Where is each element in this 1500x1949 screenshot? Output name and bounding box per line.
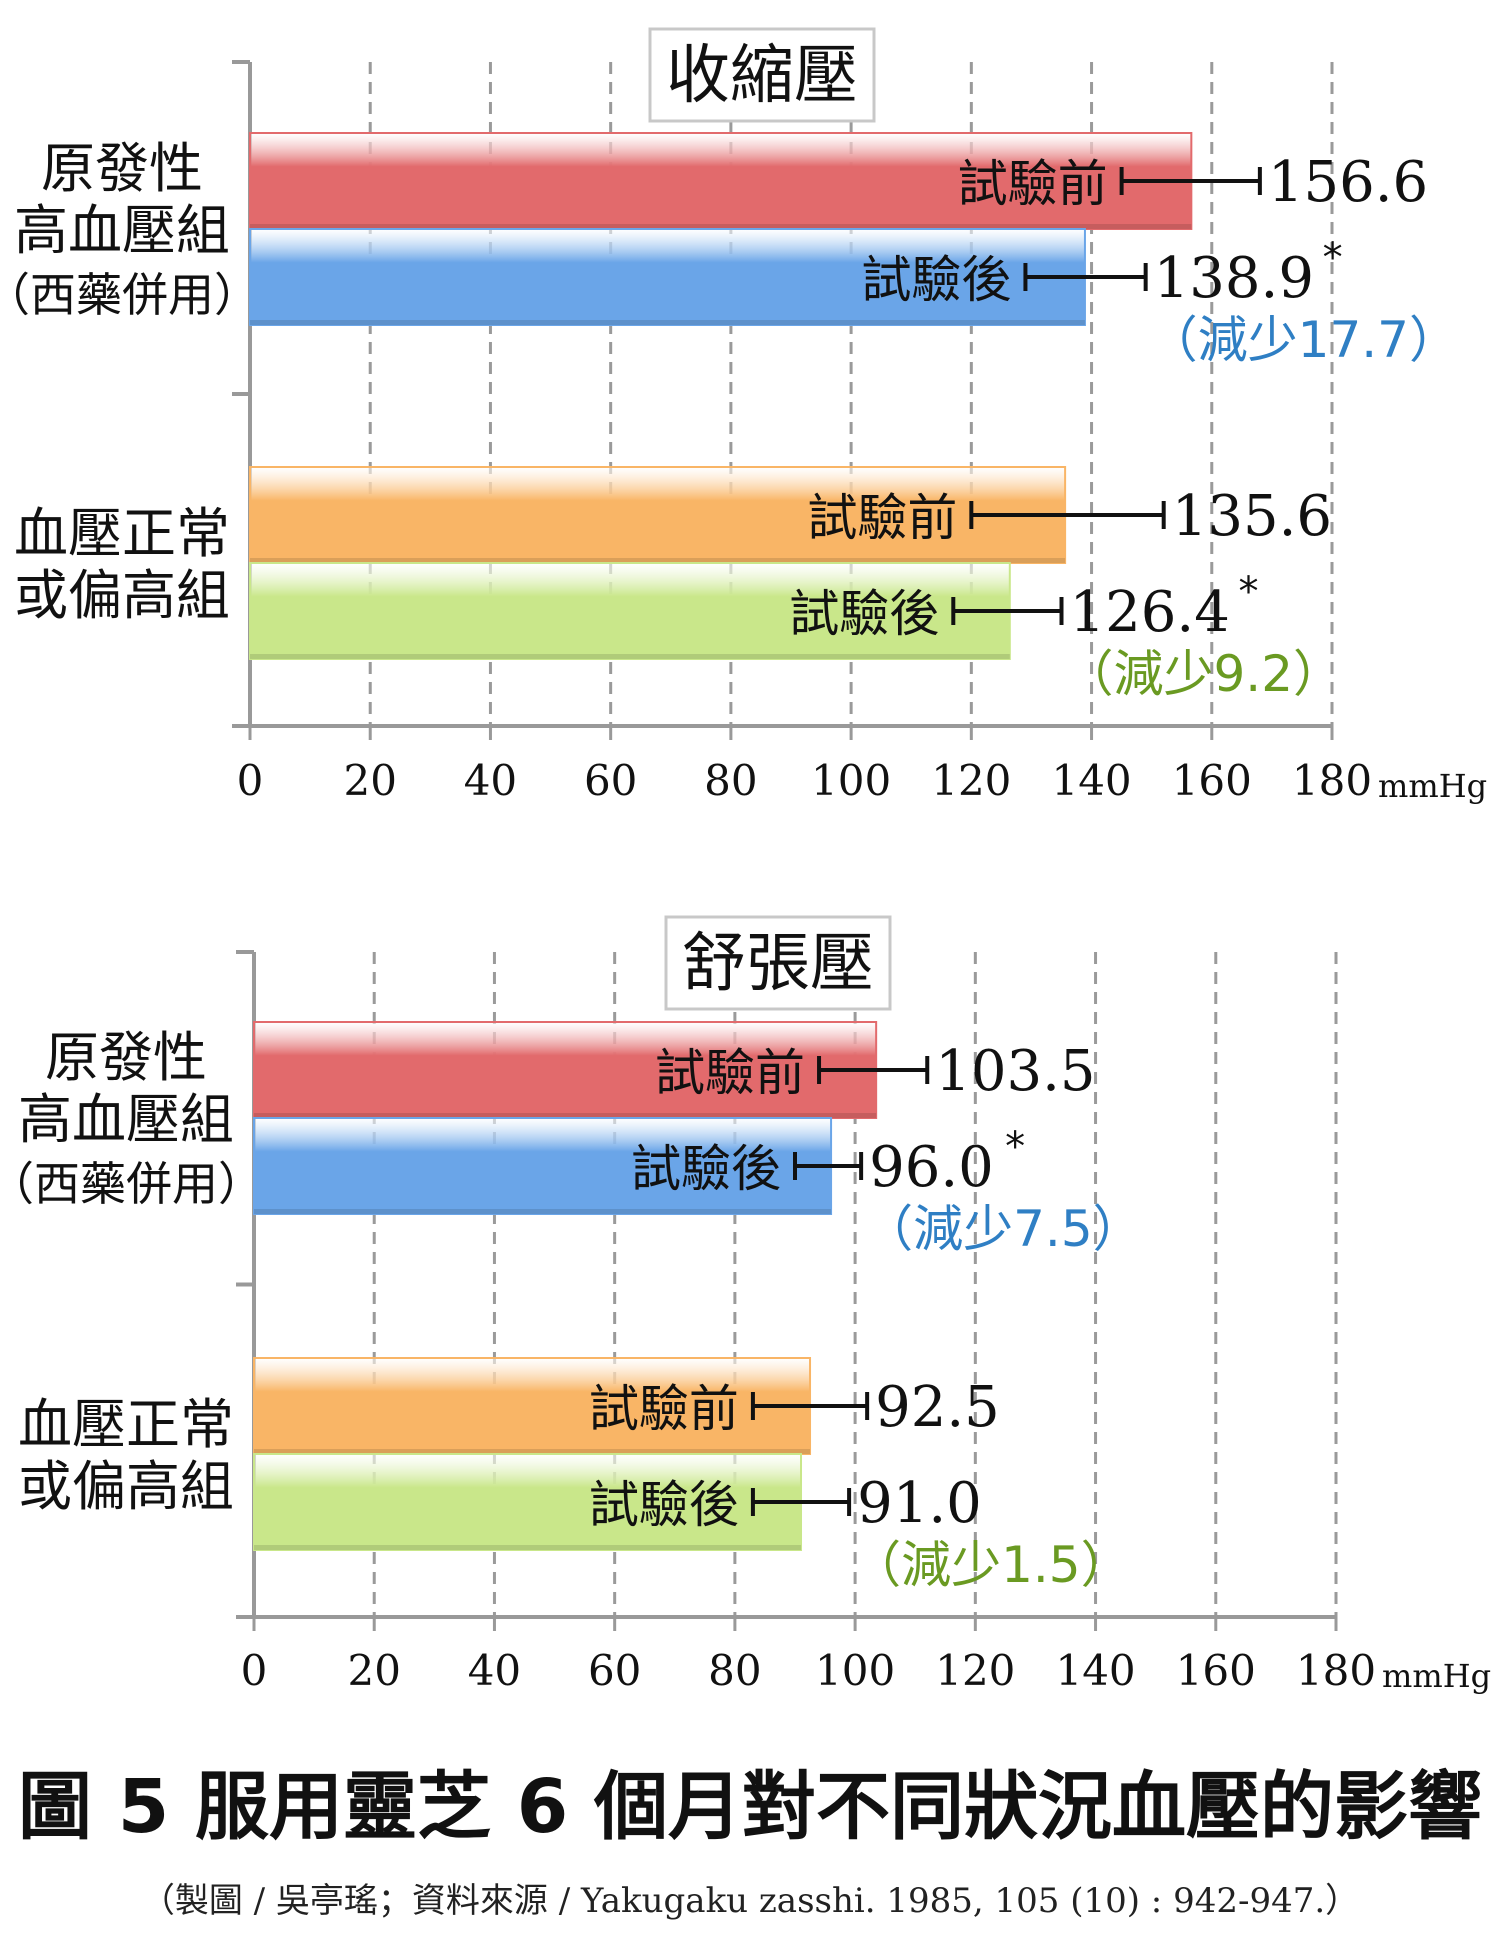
x-tick-label: 40 [464, 756, 517, 805]
bar-shadow [250, 224, 1192, 229]
bar-label: 試驗後 [861, 251, 1011, 309]
bar-label: 試驗後 [631, 1140, 781, 1198]
bar-label: 試驗前 [807, 489, 957, 547]
x-tick-label: 100 [815, 1646, 895, 1695]
x-tick-label: 140 [1055, 1646, 1135, 1695]
group-label-line: 原發性 [41, 137, 203, 200]
chart-title-frame [664, 915, 892, 1011]
bar-value-label: 156.6 [1268, 150, 1428, 215]
bar-value-label: 91.0 [857, 1471, 982, 1536]
x-tick-label: 160 [1176, 1646, 1256, 1695]
x-tick-label: 40 [468, 1646, 521, 1695]
bar-before: 試驗前 156.6 [249, 132, 1428, 230]
x-tick-label: 0 [241, 1646, 268, 1695]
group-label-line: 血壓正常 [14, 502, 230, 565]
reduction-label: （減少1.5） [851, 1536, 1131, 1594]
x-tick-label: 20 [343, 756, 396, 805]
x-tick-label: 80 [704, 756, 757, 805]
x-tick-label: 180 [1292, 756, 1372, 805]
bar-label: 試驗前 [655, 1044, 805, 1102]
bar [249, 132, 1193, 230]
source-note: （製圖 / 吳亭瑤；資料來源 / Yakugaku zasshi. 1985, … [141, 1881, 1359, 1921]
group-label-line: （西藥併用） [0, 268, 260, 322]
group-label-line: 高血壓組 [18, 1088, 234, 1151]
group-label-line: （西藥併用） [0, 1157, 264, 1211]
bar-shadow [250, 320, 1085, 325]
bar [253, 1021, 878, 1119]
bar [249, 466, 1067, 564]
bar-value-label: 138.9 [1154, 246, 1314, 311]
group-label-line: 高血壓組 [14, 199, 230, 262]
bar-after: 試驗後 138.9 * （減少17.7） [249, 228, 1459, 369]
x-tick-label: 140 [1051, 756, 1131, 805]
reduction-label: （減少9.2） [1064, 645, 1344, 703]
group-label-line: 或偏高組 [18, 1455, 234, 1518]
bar-value-label: 126.4 [1070, 580, 1230, 645]
significance-star: * [1005, 1124, 1025, 1170]
bar [249, 228, 1086, 326]
chart-title: 收縮壓 [666, 39, 858, 113]
bar-label: 試驗後 [589, 1476, 739, 1534]
bar-label: 試驗後 [789, 585, 939, 643]
x-axis-unit: mmHg [1378, 767, 1487, 805]
figure-title: 圖 5 服用靈芝 6 個月對不同狀況血壓的影響 [18, 1764, 1482, 1850]
significance-star: * [1323, 235, 1343, 281]
x-tick-label: 160 [1172, 756, 1252, 805]
bar-before: 試驗前 135.6 [249, 466, 1332, 564]
x-tick-label: 60 [584, 756, 637, 805]
bar-after: 試驗後 91.0（減少1.5） [253, 1453, 1131, 1594]
bar-shadow [250, 654, 1010, 659]
bar-before: 試驗前 103.5 [253, 1021, 1096, 1119]
x-tick-label: 20 [347, 1646, 400, 1695]
bar-after: 試驗後 96.0 * （減少7.5） [253, 1117, 1143, 1258]
x-tick-label: 0 [237, 756, 264, 805]
bar-value-label: 92.5 [875, 1375, 1000, 1440]
chart-title: 舒張壓 [682, 927, 874, 1001]
group-label-line: 原發性 [45, 1026, 207, 1089]
chart-title-box: 收縮壓 [648, 27, 876, 123]
x-axis-unit: mmHg [1382, 1657, 1491, 1695]
bar-value-label: 135.6 [1172, 484, 1332, 549]
bar-label: 試驗前 [589, 1380, 739, 1438]
chart-title-frame [648, 27, 876, 123]
x-tick-label: 120 [931, 756, 1011, 805]
bar-shadow [254, 1209, 832, 1214]
significance-star: * [1239, 569, 1259, 615]
x-tick-label: 60 [588, 1646, 641, 1695]
bar-shadow [254, 1449, 811, 1454]
x-tick-label: 80 [708, 1646, 761, 1695]
bar-before: 試驗前 92.5 [253, 1357, 1000, 1455]
bar-after: 試驗後 126.4 * （減少9.2） [249, 562, 1344, 703]
chart-title-box: 舒張壓 [664, 915, 892, 1011]
x-tick-label: 120 [935, 1646, 1015, 1695]
reduction-label: （減少7.5） [863, 1200, 1143, 1258]
group-label-line: 或偏高組 [14, 564, 230, 627]
bar-value-label: 96.0 [869, 1135, 994, 1200]
reduction-label: （減少17.7） [1148, 311, 1459, 369]
bar-shadow [254, 1113, 877, 1118]
bar-shadow [254, 1545, 802, 1550]
bar-value-label: 103.5 [935, 1039, 1095, 1104]
bar-label: 試驗前 [958, 155, 1108, 213]
group-label-line: 血壓正常 [18, 1393, 234, 1456]
x-tick-label: 180 [1296, 1646, 1376, 1695]
x-tick-label: 100 [811, 756, 891, 805]
bar-shadow [250, 558, 1066, 563]
